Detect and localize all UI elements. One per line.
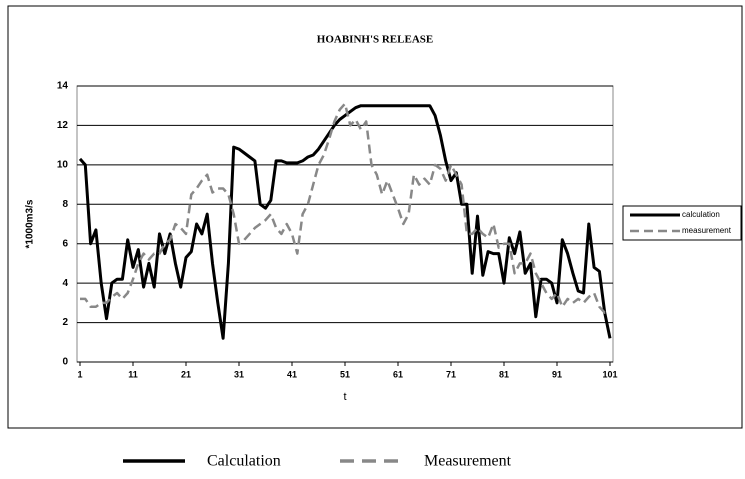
y-tick-label: 4 (62, 278, 68, 289)
bottom-legend-label: Measurement (424, 453, 512, 470)
x-tick-label: 81 (499, 369, 509, 379)
legend-box (622, 205, 742, 241)
x-tick-label: 21 (181, 369, 191, 379)
y-tick-label: 6 (62, 238, 68, 249)
y-tick-label: 12 (57, 120, 69, 131)
x-axis-label: t (343, 391, 346, 403)
y-axis-label: *1000m3/s (25, 199, 36, 248)
legend-label: calculation (682, 210, 720, 219)
y-tick-label: 2 (62, 317, 68, 328)
x-tick-label: 61 (393, 369, 403, 379)
x-tick-label: 51 (340, 369, 350, 379)
x-tick-label: 71 (446, 369, 456, 379)
x-tick-label: 31 (234, 369, 244, 379)
y-tick-label: 14 (57, 81, 69, 92)
x-tick-label: 101 (602, 369, 617, 379)
x-tick-label: 11 (128, 369, 138, 379)
x-tick-label: 41 (287, 369, 297, 379)
x-tick-label: 91 (552, 369, 562, 379)
legend-label: measurement (682, 226, 732, 235)
bottom-legend-label: Calculation (207, 453, 281, 470)
data-line (80, 102, 610, 314)
y-tick-label: 10 (57, 159, 69, 170)
chart-title: HOABINH'S RELEASE (317, 34, 433, 46)
y-tick-label: 8 (62, 199, 68, 210)
x-tick-label: 1 (77, 369, 82, 379)
plot-area (76, 85, 614, 363)
y-tick-label: 0 (62, 357, 68, 368)
